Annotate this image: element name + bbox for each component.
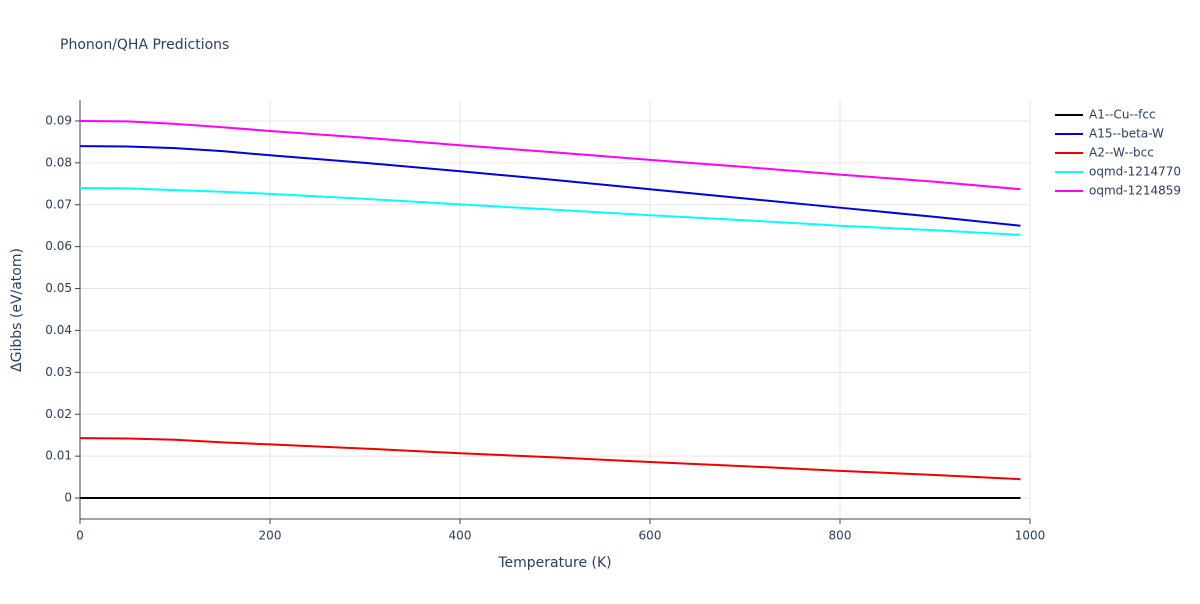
y-tick-label: 0.07 xyxy=(45,197,72,211)
y-tick-label: 0.05 xyxy=(45,281,72,295)
x-tick-label: 600 xyxy=(639,529,662,543)
series-line xyxy=(79,145,1021,227)
y-tick-label: 0.03 xyxy=(45,365,72,379)
x-tick-label: 800 xyxy=(829,529,852,543)
y-tick-label: 0.04 xyxy=(45,323,72,337)
legend-label: oqmd-1214770 xyxy=(1089,165,1181,179)
series-line xyxy=(79,119,1021,191)
legend-label: oqmd-1214859 xyxy=(1089,184,1181,198)
series-line xyxy=(79,437,1021,481)
y-tick-label: 0.06 xyxy=(45,239,72,253)
y-axis-label: ΔGibbs (eV/atom) xyxy=(9,248,25,372)
y-tick-label: 0.08 xyxy=(45,155,72,169)
y-tick-label: 0.09 xyxy=(45,113,72,127)
x-axis-label: Temperature (K) xyxy=(497,555,611,571)
y-tick-label: 0.01 xyxy=(45,449,72,463)
y-tick-label: 0.02 xyxy=(45,407,72,421)
x-tick-label: 1000 xyxy=(1015,529,1046,543)
series-line xyxy=(79,186,1021,236)
y-tick-label: 0 xyxy=(64,491,72,505)
x-tick-label: 200 xyxy=(259,529,282,543)
legend-label: A1--Cu--fcc xyxy=(1089,108,1156,122)
x-tick-label: 400 xyxy=(449,529,472,543)
chart-title: Phonon/QHA Predictions xyxy=(60,37,229,53)
legend-label: A2--W--bcc xyxy=(1089,146,1154,160)
x-tick-label: 0 xyxy=(76,529,84,543)
legend-label: A15--beta-W xyxy=(1089,127,1164,141)
